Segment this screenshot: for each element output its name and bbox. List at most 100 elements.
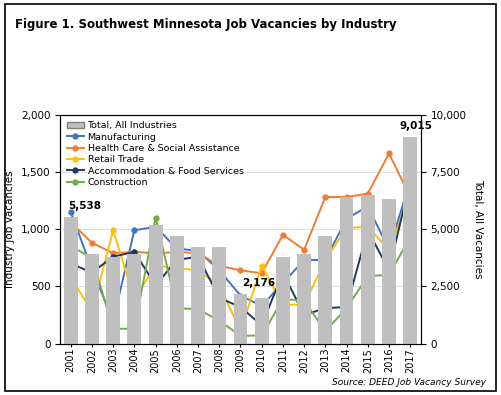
Accommodation & Food Services xyxy=(153,283,159,288)
Health Care & Social Assistance xyxy=(301,247,307,252)
Bar xyxy=(361,195,375,344)
Retail Trade xyxy=(174,266,180,271)
Health Care & Social Assistance xyxy=(259,271,265,276)
Health Care & Social Assistance xyxy=(365,191,371,196)
Manufacturing xyxy=(259,303,265,308)
Line: Accommodation & Food Services: Accommodation & Food Services xyxy=(68,179,413,328)
Health Care & Social Assistance xyxy=(344,195,350,199)
Construction xyxy=(216,318,222,323)
Bar xyxy=(255,298,269,344)
Retail Trade xyxy=(153,263,159,268)
Text: Figure 1. Southwest Minnesota Job Vacancies by Industry: Figure 1. Southwest Minnesota Job Vacanc… xyxy=(15,18,397,31)
Y-axis label: Total, All Vacancies: Total, All Vacancies xyxy=(473,179,483,279)
Line: Construction: Construction xyxy=(68,215,413,338)
Construction xyxy=(68,244,74,249)
Retail Trade xyxy=(344,226,350,230)
Health Care & Social Assistance xyxy=(386,151,392,156)
Construction xyxy=(110,326,116,331)
Construction xyxy=(259,333,265,338)
Accommodation & Food Services xyxy=(174,258,180,262)
Construction xyxy=(237,333,243,338)
Text: 2,176: 2,176 xyxy=(242,278,276,288)
Line: Manufacturing: Manufacturing xyxy=(68,179,413,323)
Bar xyxy=(340,197,354,344)
Health Care & Social Assistance xyxy=(89,241,95,245)
Retail Trade xyxy=(237,329,243,333)
Retail Trade xyxy=(131,297,137,301)
Bar xyxy=(127,254,141,344)
Construction xyxy=(280,297,286,301)
Construction xyxy=(365,274,371,278)
Retail Trade xyxy=(259,263,265,268)
Health Care & Social Assistance xyxy=(195,251,201,256)
Retail Trade xyxy=(386,247,392,252)
Manufacturing xyxy=(174,246,180,251)
Text: Source: DEED Job Vacancy Survey: Source: DEED Job Vacancy Survey xyxy=(332,378,486,387)
Accommodation & Food Services xyxy=(131,250,137,254)
Manufacturing xyxy=(131,228,137,233)
Health Care & Social Assistance xyxy=(153,251,159,256)
Accommodation & Food Services xyxy=(110,254,116,259)
Bar xyxy=(403,137,417,344)
Health Care & Social Assistance xyxy=(407,195,413,199)
Health Care & Social Assistance xyxy=(110,251,116,256)
Accommodation & Food Services xyxy=(216,295,222,300)
Legend: Total, All Industries, Manufacturing, Health Care & Social Assistance, Retail Tr: Total, All Industries, Manufacturing, He… xyxy=(65,119,245,189)
Accommodation & Food Services xyxy=(89,270,95,275)
Retail Trade xyxy=(195,268,201,273)
Construction xyxy=(153,215,159,220)
Retail Trade xyxy=(280,302,286,307)
Manufacturing xyxy=(301,258,307,262)
Accommodation & Food Services xyxy=(280,270,286,275)
Retail Trade xyxy=(301,302,307,307)
Health Care & Social Assistance xyxy=(237,268,243,273)
Manufacturing xyxy=(344,216,350,221)
Bar xyxy=(64,217,78,344)
Construction xyxy=(301,298,307,303)
Construction xyxy=(89,256,95,260)
Accommodation & Food Services xyxy=(259,323,265,328)
Health Care & Social Assistance xyxy=(131,250,137,254)
Construction xyxy=(386,273,392,277)
Bar xyxy=(297,254,311,344)
Manufacturing xyxy=(237,293,243,298)
Construction xyxy=(195,307,201,312)
Bar xyxy=(106,257,120,344)
FancyBboxPatch shape xyxy=(5,4,496,391)
Bar xyxy=(191,247,205,344)
Line: Retail Trade: Retail Trade xyxy=(68,192,413,333)
Health Care & Social Assistance xyxy=(174,250,180,254)
Construction xyxy=(322,329,328,333)
Retail Trade xyxy=(110,228,116,233)
Text: 5,538: 5,538 xyxy=(69,201,102,211)
Manufacturing xyxy=(195,248,201,253)
Bar xyxy=(170,236,184,344)
Retail Trade xyxy=(322,258,328,262)
Accommodation & Food Services xyxy=(407,179,413,183)
Line: Health Care & Social Assistance: Health Care & Social Assistance xyxy=(68,151,413,276)
Health Care & Social Assistance xyxy=(280,232,286,237)
Health Care & Social Assistance xyxy=(322,195,328,199)
Accommodation & Food Services xyxy=(195,254,201,259)
Bar xyxy=(382,199,396,344)
Construction xyxy=(407,235,413,239)
Text: 9,015: 9,015 xyxy=(400,121,432,132)
Manufacturing xyxy=(68,209,74,214)
Manufacturing xyxy=(153,224,159,229)
Accommodation & Food Services xyxy=(386,268,392,273)
Construction xyxy=(174,306,180,310)
Y-axis label: Industry Job Vacancies: Industry Job Vacancies xyxy=(5,170,15,288)
Manufacturing xyxy=(407,179,413,183)
Retail Trade xyxy=(365,224,371,229)
Manufacturing xyxy=(322,258,328,262)
Accommodation & Food Services xyxy=(301,313,307,318)
Construction xyxy=(131,326,137,331)
Manufacturing xyxy=(216,268,222,273)
Manufacturing xyxy=(386,247,392,252)
Manufacturing xyxy=(280,280,286,285)
Bar xyxy=(276,257,290,344)
Health Care & Social Assistance xyxy=(68,220,74,225)
Bar xyxy=(149,224,162,344)
Retail Trade xyxy=(89,309,95,314)
Construction xyxy=(344,306,350,310)
